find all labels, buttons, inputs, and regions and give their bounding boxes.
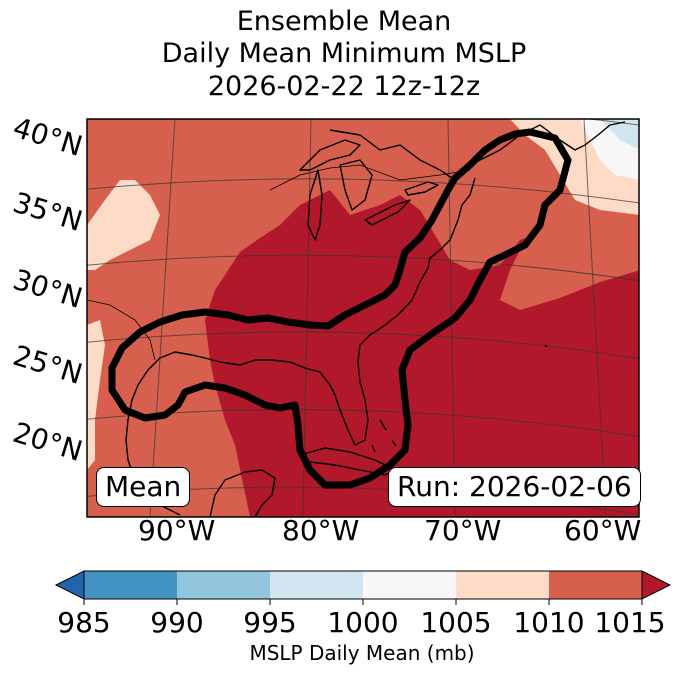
- title-line-3: 2026-02-22 12z-12z: [207, 71, 481, 102]
- pressure-field-1005-southwest: [87, 320, 105, 470]
- colorbar-tick-marks: [83, 599, 643, 605]
- canada-coast: [329, 121, 626, 181]
- colorbar-bin-995-1000: [270, 571, 363, 599]
- lon-label-60w: 60°W: [564, 514, 642, 547]
- colorbar-tick-1000: 1000: [327, 606, 399, 639]
- mean-badge: Mean: [96, 467, 191, 507]
- bermuda: [544, 344, 548, 348]
- map-frame: [86, 118, 640, 518]
- colorbar-label: MSLP Daily Mean (mb): [249, 641, 475, 665]
- title-line-2: Daily Mean Minimum MSLP: [161, 38, 527, 69]
- lon-label-80w: 80°W: [282, 514, 360, 547]
- colorbar-under-arrow: [54, 570, 85, 600]
- colorbar-bin-1000-1005: [363, 571, 456, 599]
- colorbar-tick-1005: 1005: [420, 606, 492, 639]
- colorbar-tick-995: 995: [243, 606, 297, 639]
- lon-label-70w: 70°W: [424, 514, 502, 547]
- lake-superior: [299, 139, 361, 171]
- colorbar-bin-990-995: [177, 571, 270, 599]
- lake-erie: [364, 199, 411, 226]
- borders: [87, 164, 471, 361]
- contour-outline: [108, 128, 572, 489]
- colorbar-tick-1015: 1015: [594, 606, 666, 639]
- pressure-field-1010-west: [87, 119, 639, 517]
- colorbar-over-arrow: [641, 570, 672, 600]
- pressure-field-1005-west: [87, 180, 160, 270]
- colorbar-tick-1010: 1010: [513, 606, 585, 639]
- colorbar-bin-1010-1015: [549, 571, 642, 599]
- lake-ontario: [404, 181, 439, 196]
- lake-huron: [339, 159, 373, 211]
- colorbar-bin-1005-1010: [456, 571, 549, 599]
- pressure-field-995-northeast: [600, 119, 639, 150]
- bahamas: [371, 419, 397, 453]
- lake-michigan: [307, 169, 323, 241]
- map-plot-area: [87, 119, 639, 517]
- yucatan-coast: [209, 469, 276, 517]
- colorbar-tick-990: 990: [150, 606, 204, 639]
- us-east-coast: [319, 177, 476, 446]
- title-line-1: Ensemble Mean: [236, 6, 452, 37]
- colorbar: [54, 570, 672, 605]
- run-date-badge: Run: 2026-02-06: [388, 467, 641, 507]
- colorbar-bin-985-990: [84, 571, 177, 599]
- colorbar-tick-985: 985: [57, 606, 111, 639]
- lon-label-90w: 90°W: [138, 514, 216, 547]
